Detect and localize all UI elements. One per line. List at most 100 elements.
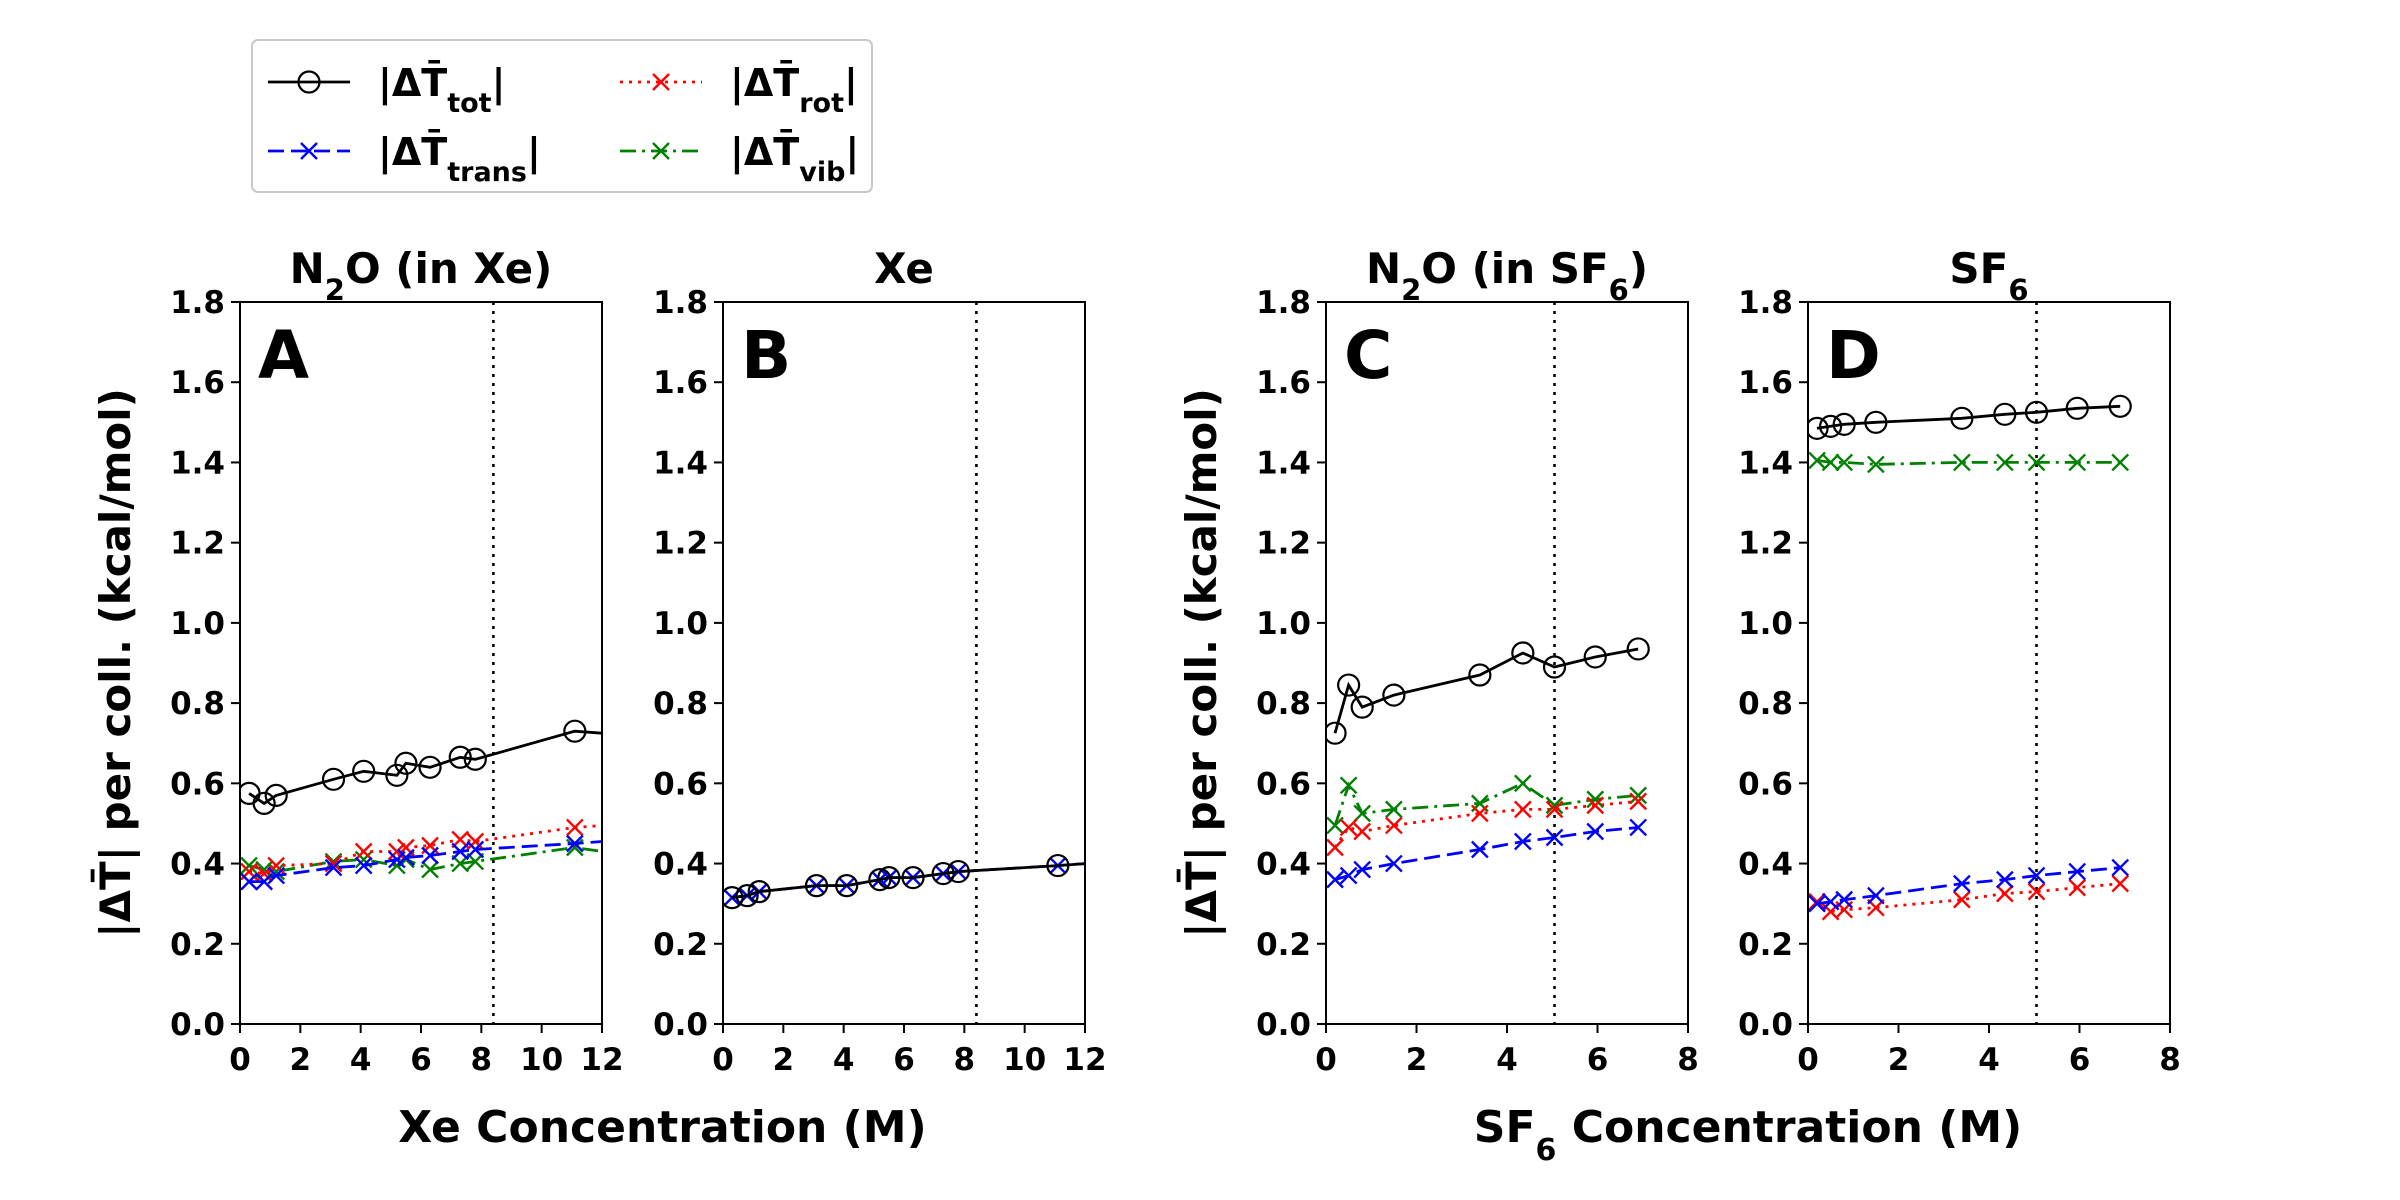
data-point-vib	[2068, 453, 2087, 472]
y-tick-label: 1.4	[170, 445, 225, 481]
x-label-text: Concentration (M)	[1556, 1102, 2022, 1153]
data-point-vib	[1513, 774, 1532, 793]
title-text: )	[1629, 244, 1648, 293]
series-line-tot	[1333, 647, 1639, 734]
data-point-tot	[264, 783, 288, 807]
data-point-trans	[421, 846, 439, 865]
data-point-tot	[804, 874, 829, 898]
data-point-vib	[421, 860, 439, 879]
data-point-trans	[1513, 832, 1532, 851]
y-tick-label: 0.4	[170, 847, 225, 883]
data-point-tot	[2024, 400, 2049, 424]
data-point-vib	[1353, 804, 1372, 823]
data-point-tot	[868, 867, 892, 892]
data-point-rot	[1586, 796, 1605, 815]
y-tick-label: 1.6	[1256, 365, 1311, 401]
data-point-rot	[354, 842, 373, 861]
legend-entry-vib: |ΔT̄vib|	[620, 129, 859, 188]
data-point-trans	[451, 842, 470, 861]
data-point-rot	[1339, 818, 1358, 837]
data-point-vib	[1835, 453, 1854, 472]
data-point-rot	[1513, 800, 1532, 819]
x-tick-label: 4	[350, 1042, 372, 1078]
x-tick-label: 4	[1496, 1042, 1518, 1078]
y-tick-label: 0.4	[1738, 847, 1793, 883]
legend-label-text: |ΔT̄	[730, 129, 799, 175]
x-tick-label: 2	[290, 1042, 312, 1078]
legend-label-subscript: rot	[799, 88, 844, 119]
data-point-rot	[2111, 874, 2130, 893]
panel-title: Xe	[874, 244, 934, 293]
data-point-rot	[1629, 792, 1648, 811]
legend: |ΔT̄tot||ΔT̄trans||ΔT̄rot||ΔT̄vib|	[251, 39, 873, 193]
data-point-trans	[2068, 862, 2087, 881]
panel-title: SF6	[1949, 244, 2028, 307]
y-tick-label: 0.4	[1256, 847, 1311, 883]
legend-label-text: |	[492, 61, 506, 106]
data-point-trans	[397, 848, 415, 867]
x-label-text: Xe Concentration (M)	[398, 1102, 926, 1153]
data-point-vib	[1867, 455, 1885, 474]
data-point-rot	[1471, 804, 1489, 823]
data-point-trans	[2027, 866, 2046, 885]
y-tick-label: 1.0	[1738, 606, 1793, 642]
data-point-tot	[352, 759, 376, 783]
data-point-trans	[324, 858, 343, 877]
x-tick-label: 6	[410, 1042, 432, 1078]
y-tick-label: 0.8	[170, 686, 225, 722]
data-point-vib	[1995, 453, 2014, 472]
y-tick-label: 0.2	[170, 927, 225, 963]
data-point-vib	[324, 852, 343, 871]
series-rot	[1326, 792, 1648, 857]
title-text: O (in SF	[1421, 244, 1608, 293]
data-point-tot	[1337, 673, 1361, 697]
data-point-vib	[2027, 453, 2046, 472]
chart-panel-b: 0.0 0.2 0.4 0.6 0.8 1.0 1.2 1.4 1.6 1.8 0 2 4 6 8 10 12 B…	[653, 244, 1106, 1078]
x-tick-label: 2	[1406, 1042, 1428, 1078]
x-tick-label: 0	[229, 1042, 251, 1078]
data-point-tot	[1326, 721, 1347, 745]
series-vib	[1808, 451, 2130, 474]
y-tick-label: 1.6	[653, 365, 708, 401]
data-point-vib	[1953, 453, 1971, 472]
series-trans	[240, 834, 602, 891]
data-point-trans	[354, 856, 373, 875]
data-point-tot	[1993, 402, 2017, 426]
y-tick-label: 0.0	[1256, 1007, 1311, 1043]
title-text: O (in Xe)	[345, 244, 552, 293]
y-tick-label: 0.6	[653, 766, 708, 802]
legend-label-text: |ΔT̄	[378, 60, 447, 106]
data-point-tot	[723, 886, 744, 910]
x-tick-label: 4	[833, 1042, 855, 1078]
legend-label: |ΔT̄trans|	[378, 129, 541, 187]
data-point-tot	[835, 874, 859, 898]
data-point-tot	[931, 861, 955, 886]
legend-label-text: |ΔT̄	[730, 60, 799, 106]
y-tick-label: 1.2	[1738, 526, 1793, 562]
title-subscript: 6	[1609, 273, 1629, 307]
data-point-tot	[385, 763, 409, 787]
data-point-tot	[735, 884, 759, 908]
data-point-tot	[1950, 406, 1974, 430]
data-point-tot	[1542, 655, 1567, 679]
legend-label: |ΔT̄rot|	[730, 60, 858, 118]
y-tick-label: 0.2	[653, 927, 708, 963]
y-tick-label: 1.8	[1738, 285, 1793, 321]
data-point-trans	[240, 872, 258, 891]
data-point-rot	[1353, 822, 1372, 841]
data-point-tot	[252, 791, 276, 815]
y-tick-label: 1.8	[170, 285, 225, 321]
legend-label-subscript: vib	[799, 157, 845, 188]
x-tick-label: 6	[1587, 1042, 1609, 1078]
data-point-tot	[448, 745, 472, 769]
x-tick-label: 8	[954, 1042, 976, 1078]
data-point-trans	[1953, 874, 1971, 893]
y-tick-label: 0.0	[170, 1007, 225, 1043]
title-subscript: 2	[1401, 273, 1421, 307]
y-tick-label: 1.4	[653, 445, 708, 481]
y-tick-label: 0.6	[1738, 766, 1793, 802]
data-point-tot	[1583, 645, 1607, 669]
y-axis-label: |ΔT̄| per coll. (kcal/mol)	[89, 388, 140, 938]
data-point-tot	[901, 865, 925, 890]
